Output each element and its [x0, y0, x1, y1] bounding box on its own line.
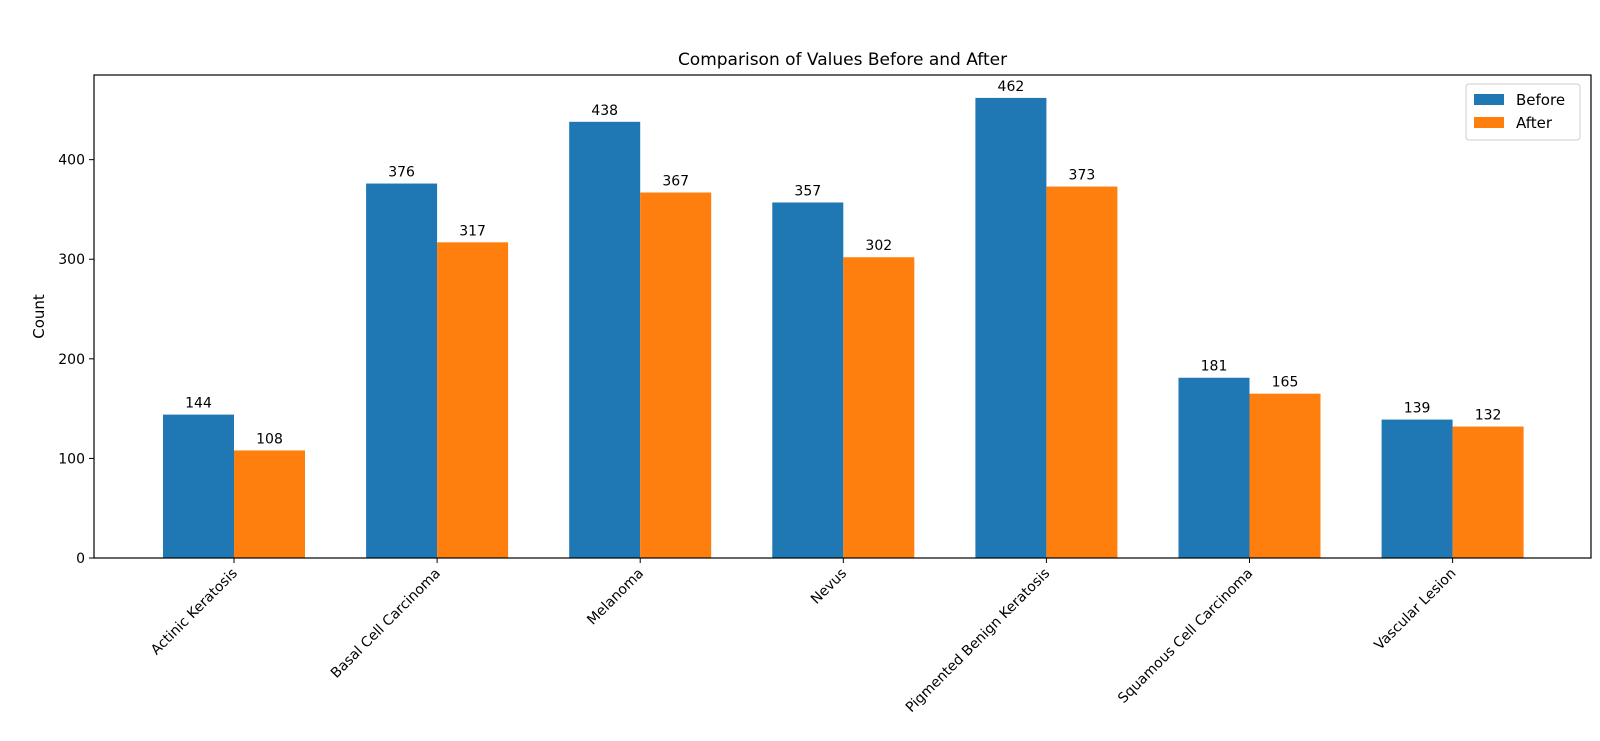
- bar-after-4: [843, 257, 915, 558]
- x-tick-label: Melanoma: [584, 566, 647, 629]
- x-tick-label: Actinic Keratosis: [148, 566, 241, 659]
- y-tick-label: 400: [58, 153, 85, 169]
- legend-label-before: Before: [1516, 91, 1565, 109]
- y-axis: 0 100 200 300 400: [58, 153, 94, 567]
- bar-after-7: [1452, 426, 1524, 558]
- bar-label-before-1: 144: [185, 396, 212, 412]
- bar-before-2: [366, 183, 438, 558]
- bar-after-2: [437, 242, 509, 558]
- bar-after-1: [234, 450, 305, 558]
- bar-label-before-6: 181: [1201, 359, 1228, 375]
- x-tick-label: Squamous Cell Carcinoma: [1115, 566, 1256, 707]
- bar-before-3: [569, 121, 641, 558]
- y-tick-label: 300: [58, 252, 85, 268]
- legend-swatch-before: [1474, 94, 1504, 105]
- bar-label-after-2: 317: [459, 223, 486, 239]
- bar-after-5: [1046, 186, 1118, 558]
- bar-labels-layer: 144 108 376 317 438 367 357 302 462 373 181 165 139 1…: [185, 79, 1501, 448]
- bar-label-before-5: 462: [998, 79, 1025, 95]
- bar-label-after-6: 165: [1272, 375, 1299, 391]
- bar-after-6: [1249, 393, 1321, 558]
- plot-frame: [93, 74, 1592, 559]
- bar-label-before-3: 438: [591, 103, 618, 119]
- bar-label-after-7: 132: [1475, 408, 1502, 424]
- bar-before-4: [772, 202, 844, 558]
- legend-label-after: After: [1516, 114, 1553, 132]
- bar-label-before-2: 376: [388, 165, 415, 181]
- y-tick-label: 0: [76, 551, 85, 567]
- bar-before-5: [975, 97, 1047, 558]
- x-tick-label: Basal Cell Carcinoma: [328, 566, 444, 682]
- bars-layer: [163, 97, 1524, 558]
- bar-label-after-3: 367: [662, 174, 689, 190]
- legend-swatch-after: [1474, 117, 1504, 128]
- legend: Before After: [1465, 83, 1581, 141]
- bar-label-before-7: 139: [1404, 401, 1431, 417]
- bar-label-after-1: 108: [256, 431, 283, 447]
- bar-after-3: [640, 192, 712, 558]
- bar-label-after-5: 373: [1069, 168, 1096, 184]
- bar-before-1: [163, 414, 234, 558]
- chart-title: Comparison of Values Before and After: [678, 50, 1007, 70]
- bar-label-before-4: 357: [794, 183, 821, 199]
- x-tick-label: Nevus: [808, 566, 850, 608]
- x-tick-label: Vascular Lesion: [1371, 566, 1459, 654]
- bar-label-after-4: 302: [865, 238, 892, 254]
- y-axis-label: Count: [30, 294, 48, 339]
- bar-before-6: [1178, 377, 1250, 558]
- x-tick-label: Pigmented Benign Keratosis: [903, 566, 1053, 716]
- x-axis: Actinic Keratosis Basal Cell Carcinoma Mel…: [148, 558, 1459, 716]
- y-tick-label: 100: [58, 451, 85, 467]
- bar-before-7: [1381, 419, 1453, 558]
- y-tick-label: 200: [58, 352, 85, 368]
